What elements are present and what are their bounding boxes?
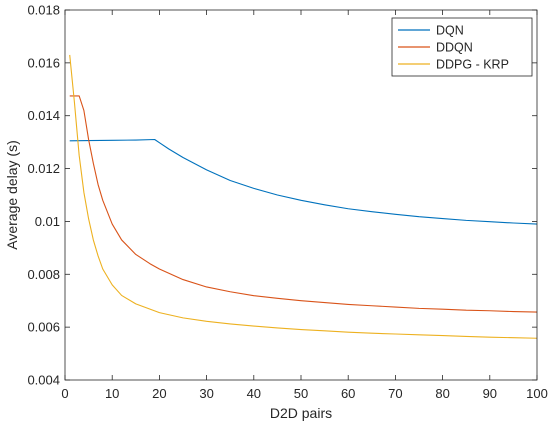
x-tick-label: 20 (152, 386, 166, 401)
series-line-1 (69, 95, 538, 313)
x-tick-label: 80 (435, 386, 449, 401)
y-axis-label: Average delay (s) (4, 140, 20, 249)
legend-label-2: DDPG - KRP (436, 58, 509, 72)
x-tick-label: 10 (105, 386, 119, 401)
y-tick-label: 0.016 (27, 55, 60, 70)
x-tick-label: 30 (199, 386, 213, 401)
x-tick-label: 40 (247, 386, 261, 401)
y-tick-label: 0.004 (27, 373, 60, 388)
y-tick-label: 0.012 (27, 161, 60, 176)
x-tick-label: 50 (294, 386, 308, 401)
x-tick-label: 100 (526, 386, 548, 401)
legend: DQN DDQN DDPG - KRP (391, 17, 533, 77)
series-line-0 (69, 138, 538, 225)
y-tick-label: 0.014 (27, 108, 60, 123)
y-tick-label: 0.01 (35, 214, 60, 229)
x-tick-label: 0 (61, 386, 68, 401)
legend-label-0: DQN (436, 24, 464, 38)
series-line-2 (69, 54, 538, 339)
x-tick-label: 60 (341, 386, 355, 401)
x-tick-label: 70 (388, 386, 402, 401)
series-lines (69, 54, 538, 339)
y-tick-label: 0.018 (27, 3, 60, 18)
x-tick-label: 90 (483, 386, 497, 401)
y-tick-label: 0.006 (27, 320, 60, 335)
axis-ticks: 0 10 20 30 40 50 60 70 80 90 100 0.004 0.006 0.008 0.0… (27, 3, 547, 402)
legend-label-1: DDQN (436, 41, 473, 55)
x-axis-label: D2D pairs (270, 405, 332, 421)
y-tick-label: 0.008 (27, 267, 60, 282)
